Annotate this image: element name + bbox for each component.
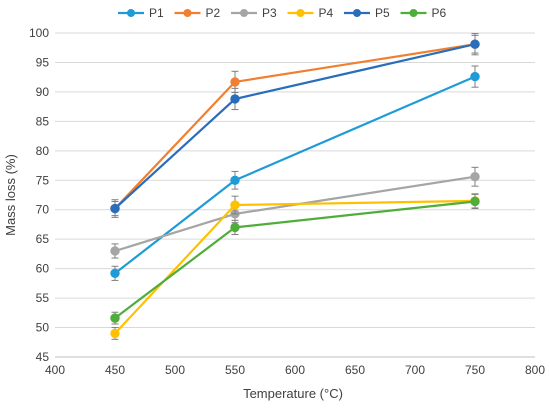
y-tick-label: 90 [36,85,50,99]
legend-item-p3: P3 [231,6,277,20]
data-point [230,175,240,185]
series-line [114,75,476,275]
series-p1 [110,65,480,281]
y-tick-label: 55 [36,291,50,305]
x-tick-label: 600 [285,363,305,377]
series-p3 [110,166,480,259]
legend-label: P4 [319,6,334,20]
legend-marker [296,9,305,17]
y-tick-label: 65 [36,232,50,246]
x-axis-title: Temperature (°C) [243,386,343,401]
y-tick-label: 100 [29,26,49,40]
x-tick-label: 750 [465,363,485,377]
y-tick-label: 75 [36,173,50,187]
y-tick-label: 80 [36,144,50,158]
series-line [114,175,476,253]
x-tick-label: 450 [105,363,125,377]
y-tick-label: 45 [36,350,50,364]
y-tick-label: 70 [36,203,50,217]
legend-item-p4: P4 [287,6,334,20]
legend-marker [409,9,418,17]
data-point [110,268,120,279]
data-point [470,196,480,207]
series-line [114,43,476,210]
x-tick-label: 800 [525,363,545,377]
x-tick-label: 650 [345,363,365,377]
y-tick-label: 85 [36,114,50,128]
data-point [230,77,240,87]
x-tick-label: 500 [165,363,185,377]
series-p6 [110,193,480,325]
legend-label: P6 [432,6,447,20]
y-tick-label: 60 [36,262,50,276]
data-point [110,313,120,323]
x-tick-label: 400 [45,363,65,377]
legend-item-p2: P2 [174,6,221,20]
legend-label: P1 [149,6,164,20]
legend-label: P2 [206,6,221,20]
x-tick-label: 550 [225,363,245,377]
y-tick-label: 95 [36,55,50,69]
legend-item-p1: P1 [118,6,164,20]
series-line [114,43,476,210]
y-axis-title: Mass loss (%) [3,154,18,236]
legend-marker [240,9,248,17]
axes: 45 50 55 60 65 70 75 80 85 90 95 100 400 450 500 550 600… [29,26,545,377]
legend-marker [183,9,192,17]
x-tick-label: 700 [405,363,425,377]
series-lines [110,33,480,340]
legend-item-p5: P5 [344,6,390,20]
legend: P1 P2 P3 P4 P5 P6 [118,6,447,20]
legend-label: P3 [262,6,277,20]
y-tick-label: 50 [36,321,50,335]
data-point [110,328,120,339]
data-point [470,71,480,82]
legend-label: P5 [375,6,390,20]
series-p5 [110,33,480,217]
data-point [110,203,120,214]
data-point [470,172,480,182]
data-point [110,246,120,256]
legend-marker [353,9,361,17]
data-point [230,200,240,210]
legend-item-p6: P6 [400,6,447,20]
series-p4 [110,193,480,340]
data-point [470,39,480,49]
gridlines [55,32,535,358]
data-point [230,94,240,104]
series-line [114,200,476,319]
data-point [230,222,240,233]
legend-marker [127,9,135,17]
